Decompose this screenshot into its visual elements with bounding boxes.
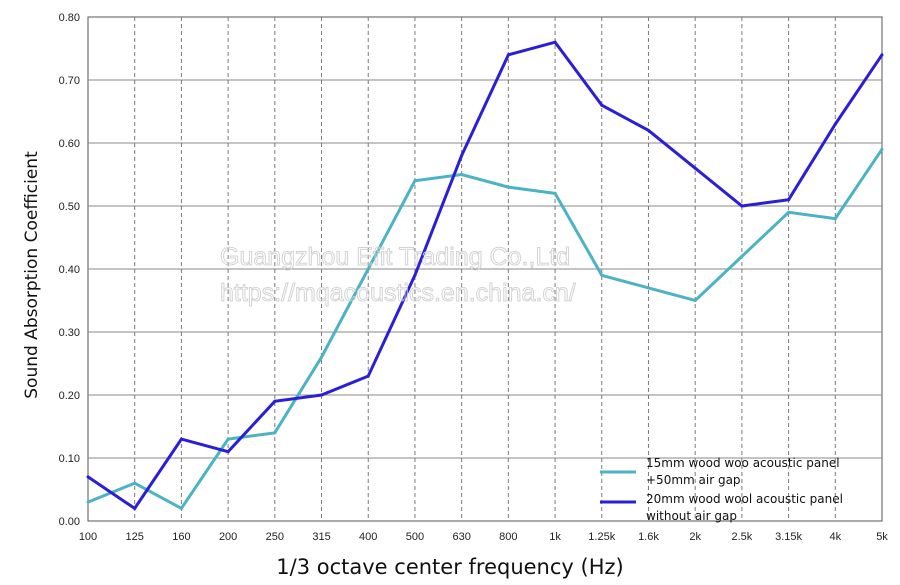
data-point-series-2: [413, 273, 417, 277]
data-point-series-2: [506, 53, 510, 57]
data-point-series-1: [880, 147, 884, 151]
y-tick-label: 0.50: [59, 201, 80, 213]
data-point-series-1: [273, 431, 277, 435]
x-tick-label: 5k: [876, 531, 888, 543]
x-tick-label: 630: [452, 531, 470, 543]
series-line-2: [87, 40, 884, 511]
legend-label-2: 20mm wood wool acoustic panel: [646, 492, 843, 506]
data-point-series-2: [787, 198, 791, 202]
data-point-series-2: [320, 393, 324, 397]
x-tick-label: 125: [126, 531, 144, 543]
data-point-series-2: [880, 53, 884, 57]
data-point-series-1: [413, 179, 417, 183]
watermark-company: Guangzhou Efit Trading Co.,Ltd: [220, 243, 570, 271]
x-axis-title: 1/3 octave center frequency (Hz): [276, 555, 623, 579]
data-point-series-2: [646, 128, 650, 132]
x-tick-label: 1.6k: [638, 531, 659, 543]
data-point-series-1: [693, 299, 697, 302]
data-point-series-1: [86, 500, 90, 504]
data-point-series-2: [133, 506, 137, 510]
legend-label-1: +50mm air gap: [646, 473, 741, 487]
data-point-series-2: [460, 154, 464, 158]
data-point-series-1: [600, 273, 604, 277]
legend-label-2: without air gap: [646, 509, 737, 523]
watermark-url: https://mqacoustics.en.china.cn/: [220, 279, 576, 307]
x-tick-label: 4k: [829, 531, 841, 543]
y-tick-label: 0.70: [59, 75, 80, 87]
data-point-series-2: [693, 166, 697, 170]
data-point-series-2: [553, 40, 557, 44]
y-tick-label: 0.20: [59, 390, 80, 402]
y-axis-ticks: 0.00 0.10 0.20 0.30 0.40 0.50 0.60 0.70 0.80: [59, 12, 80, 528]
data-point-series-1: [179, 506, 183, 510]
data-point-series-2: [740, 204, 744, 208]
y-tick-label: 0.00: [59, 516, 80, 528]
x-tick-label: 315: [312, 531, 330, 543]
data-point-series-1: [787, 210, 791, 214]
data-point-series-1: [553, 191, 557, 195]
y-tick-label: 0.60: [59, 138, 80, 150]
x-tick-label: 3.15k: [775, 531, 802, 543]
x-tick-label: 1.25k: [588, 531, 615, 543]
data-point-series-1: [740, 254, 744, 258]
x-tick-label: 400: [359, 531, 377, 543]
y-axis-title: Sound Absorption Coefficient: [22, 151, 42, 399]
x-axis-ticks: 100 125 160 200 250 315 400 500 630 800 1k 1.25k 1.6…: [79, 531, 888, 543]
x-tick-label: 2.5k: [731, 531, 752, 543]
data-point-series-2: [366, 374, 370, 378]
x-tick-label: 1k: [549, 531, 561, 543]
x-tick-label: 160: [172, 531, 190, 543]
x-tick-label: 800: [499, 531, 517, 543]
x-tick-label: 2k: [689, 531, 701, 543]
x-tick-label: 100: [79, 531, 97, 543]
data-point-series-2: [226, 450, 230, 454]
data-point-series-2: [179, 437, 183, 441]
data-point-series-1: [320, 355, 324, 359]
data-point-series-1: [646, 286, 650, 290]
data-point-series-2: [273, 399, 277, 403]
legend-label-1: 15mm wood woo acoustic panel: [646, 456, 840, 470]
y-tick-label: 0.30: [59, 327, 80, 339]
data-point-series-1: [366, 267, 370, 271]
x-tick-label: 250: [266, 531, 284, 543]
watermark: Guangzhou Efit Trading Co.,Ltd https://m…: [220, 243, 577, 308]
data-point-series-1: [226, 437, 230, 441]
data-point-series-2: [600, 103, 604, 107]
series-lines: [86, 40, 884, 511]
data-point-series-1: [833, 217, 837, 221]
y-tick-label: 0.40: [59, 264, 80, 276]
x-tick-label: 500: [406, 531, 424, 543]
y-tick-label: 0.80: [59, 12, 80, 24]
data-point-series-2: [833, 122, 837, 126]
data-point-series-1: [460, 173, 464, 176]
data-point-series-2: [86, 475, 90, 479]
x-tick-label: 200: [219, 531, 237, 543]
data-point-series-1: [506, 185, 510, 189]
data-point-series-1: [133, 481, 137, 485]
legend: 15mm wood woo acoustic panel +50mm air ga…: [600, 456, 843, 523]
y-tick-label: 0.10: [59, 453, 80, 465]
